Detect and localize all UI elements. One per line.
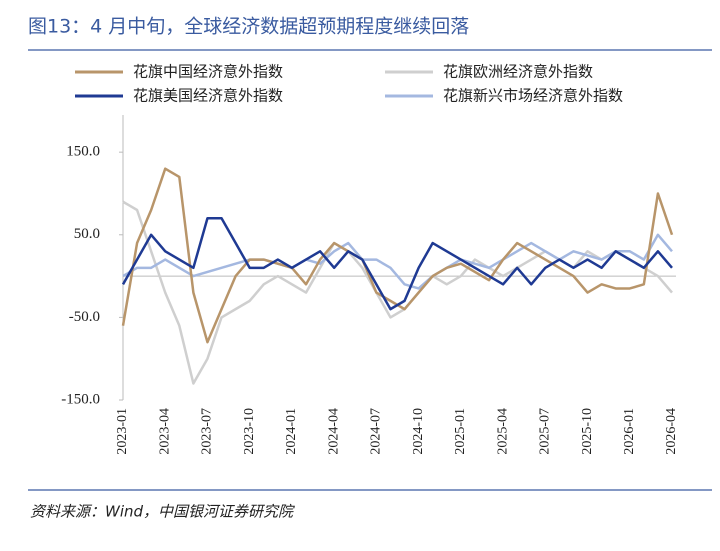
legend-label: 花旗新兴市场经济意外指数 — [443, 87, 623, 105]
x-tick-label: 2025-10 — [580, 408, 595, 455]
x-tick-label: 2024-10 — [411, 408, 426, 455]
series-line — [122, 233, 673, 290]
x-tick-label: 2023-01 — [115, 408, 130, 455]
legend-label: 花旗中国经济意外指数 — [133, 63, 283, 81]
series-line — [122, 200, 673, 385]
x-tick-label: 2024-01 — [284, 408, 299, 455]
x-tick-label: 2023-07 — [200, 408, 215, 455]
x-tick-label: 2024-04 — [326, 408, 341, 455]
y-tick-label: 150.0 — [66, 144, 100, 160]
legend-label: 花旗欧洲经济意外指数 — [443, 63, 593, 81]
x-tick-label: 2026-01 — [622, 408, 637, 455]
source-note: 资料来源：Wind，中国银河证券研究院 — [30, 503, 295, 521]
x-tick-label: 2023-10 — [242, 408, 257, 455]
x-tick-label: 2023-04 — [157, 408, 172, 455]
x-tick-label: 2024-07 — [369, 408, 384, 455]
series-line — [121, 217, 673, 311]
chart-title: 图13：4 月中旬，全球经济数据超预期程度继续回落 — [28, 16, 469, 38]
x-tick-label: 2025-04 — [495, 408, 510, 455]
legend-label: 花旗美国经济意外指数 — [133, 87, 283, 105]
y-tick-label: -50.0 — [69, 309, 100, 325]
y-tick-label: 50.0 — [74, 226, 100, 242]
x-tick-label: 2026-04 — [664, 408, 679, 455]
x-tick-label: 2025-07 — [538, 408, 553, 455]
y-tick-label: -150.0 — [61, 391, 100, 407]
x-tick-label: 2025-01 — [453, 408, 468, 455]
